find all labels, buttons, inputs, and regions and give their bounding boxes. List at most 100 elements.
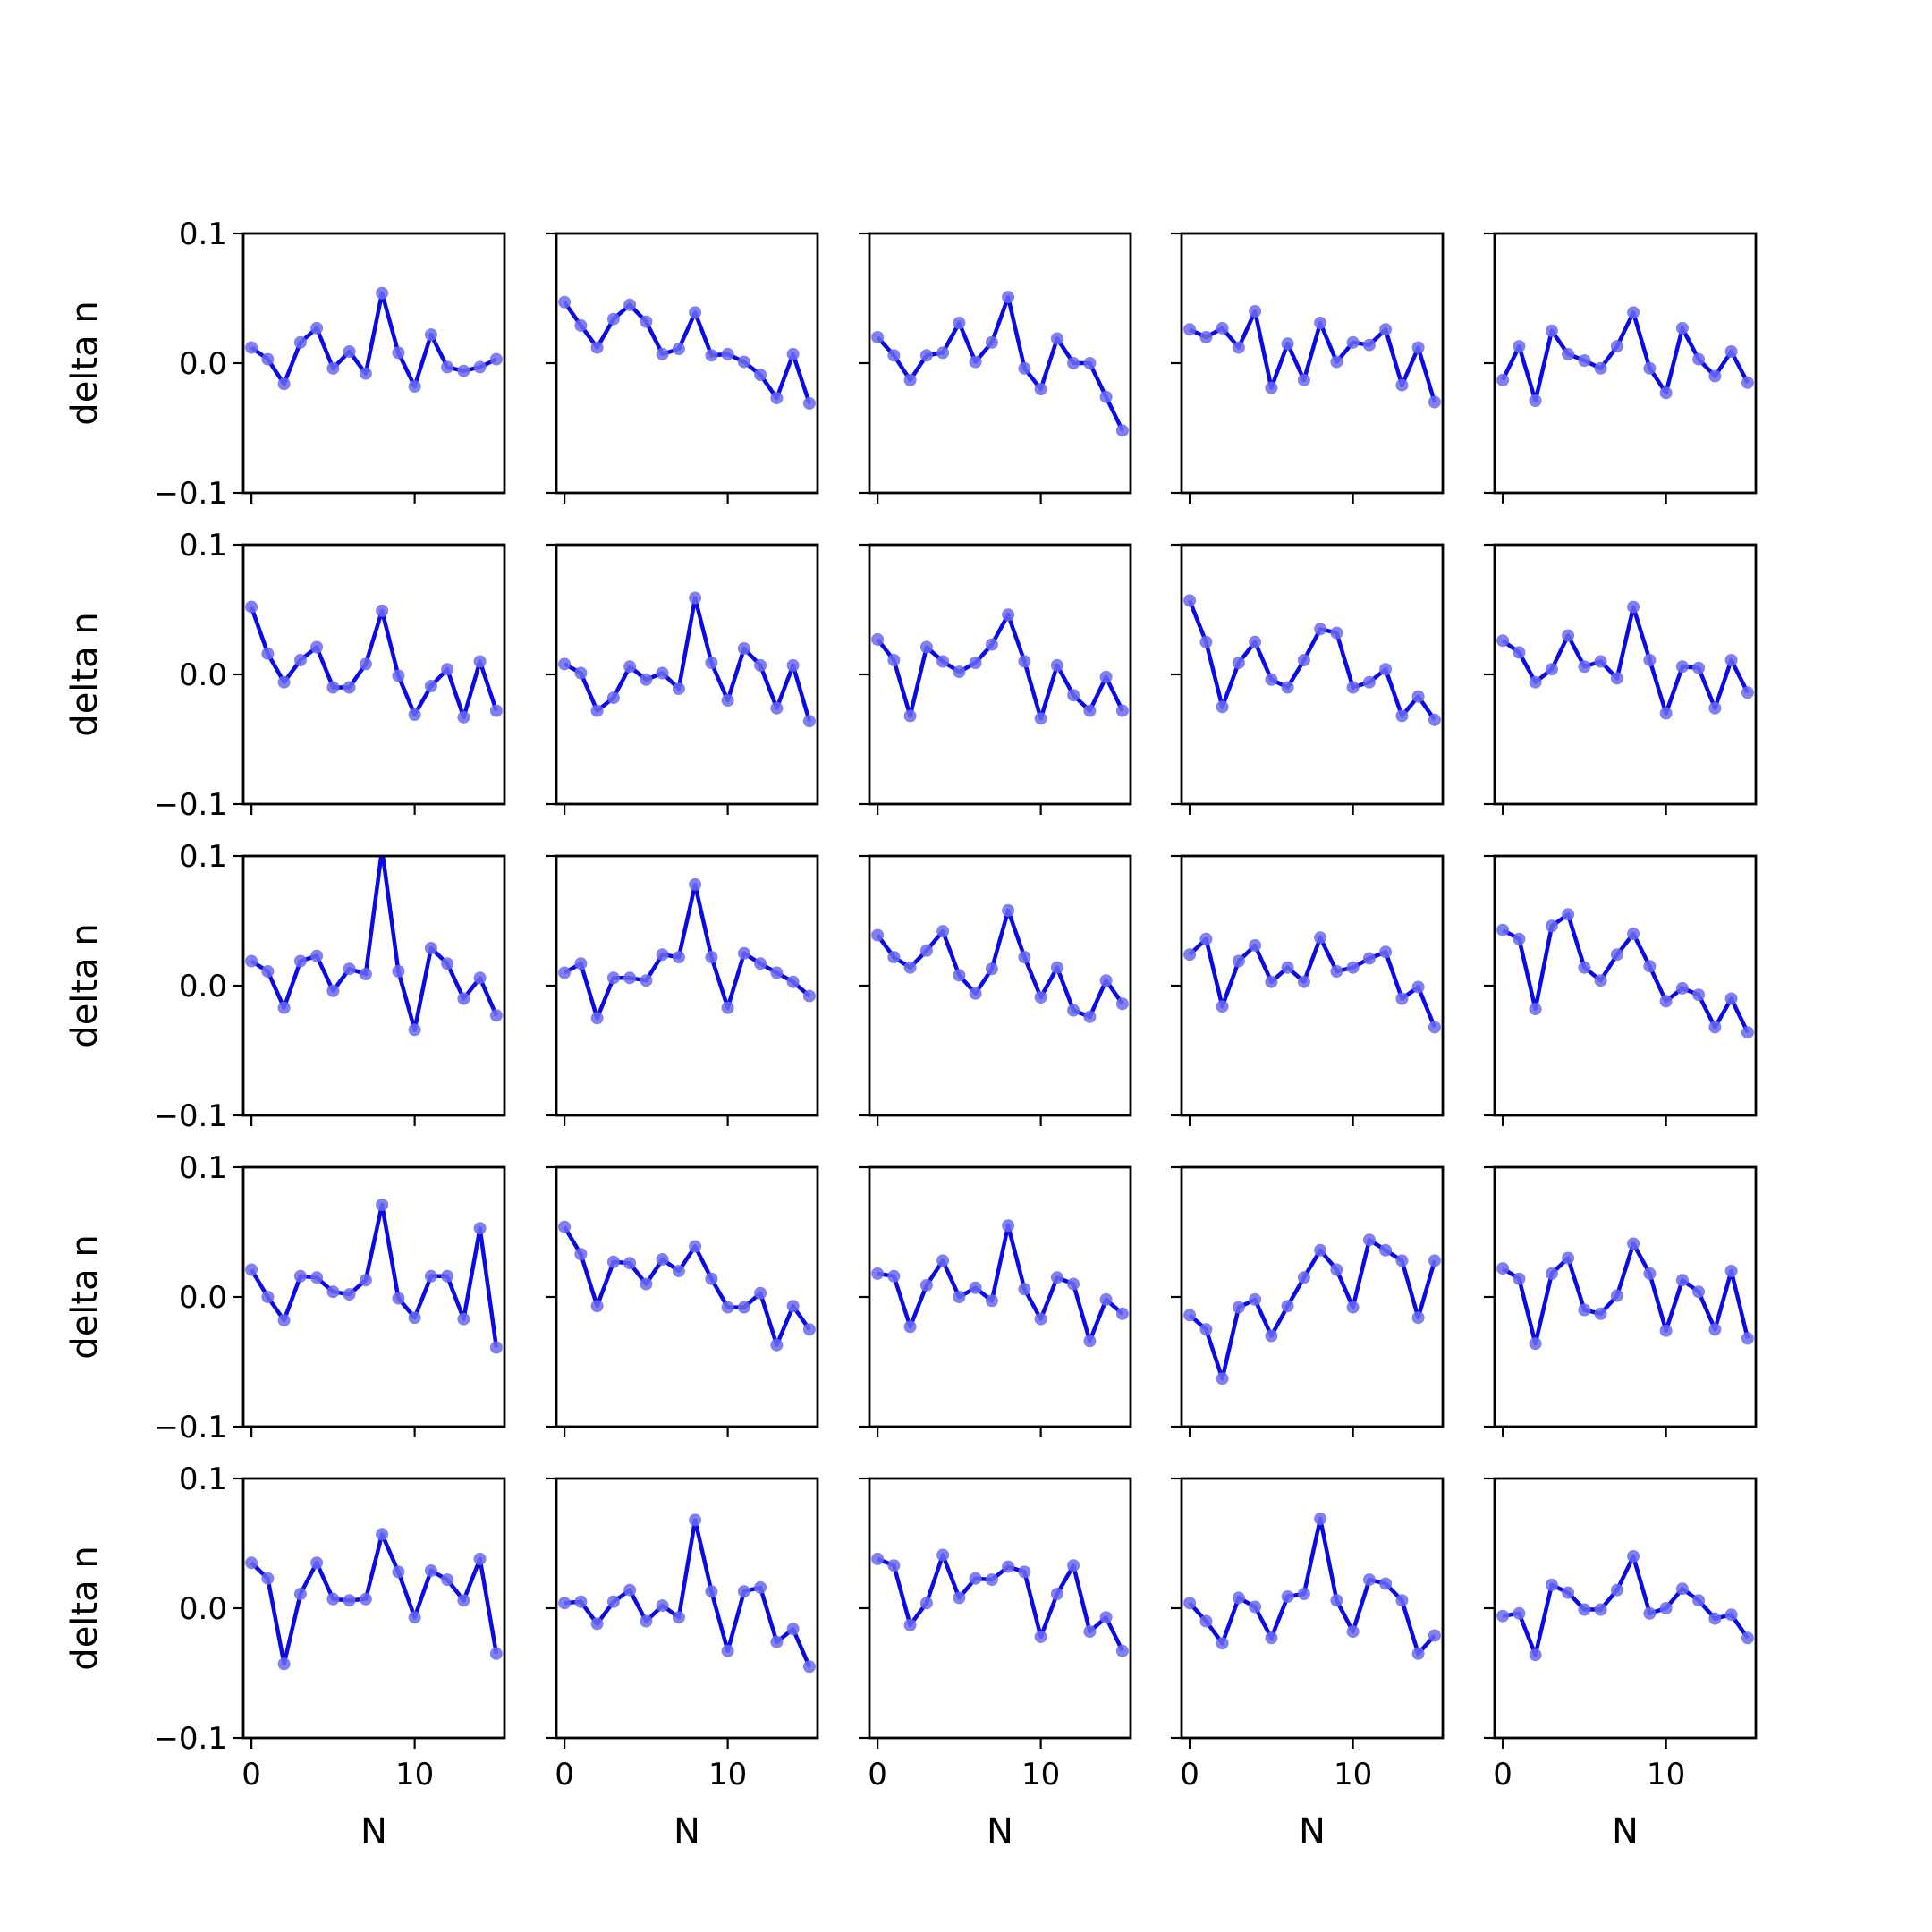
data-point bbox=[1610, 1289, 1623, 1302]
data-point bbox=[1643, 1606, 1657, 1620]
subplot-5-1: −0.1 0.0 0.1 0 10 delta n N bbox=[64, 1462, 506, 1852]
data-point bbox=[1692, 661, 1706, 674]
series-group bbox=[1183, 1513, 1441, 1660]
series-line bbox=[1188, 1516, 1436, 1657]
data-point bbox=[786, 658, 800, 672]
data-point bbox=[1627, 1550, 1640, 1563]
data-point bbox=[1002, 903, 1015, 917]
data-point bbox=[441, 1573, 454, 1587]
subplot-3-2 bbox=[546, 854, 819, 1126]
data-point bbox=[1330, 965, 1343, 978]
data-point bbox=[754, 1286, 767, 1300]
y-tick-label: 0.1 bbox=[179, 1150, 227, 1186]
data-point bbox=[689, 877, 702, 891]
x-tick-label: 10 bbox=[1334, 1757, 1372, 1792]
subplot-4-2 bbox=[546, 1165, 819, 1437]
data-point bbox=[574, 318, 588, 332]
data-point bbox=[1428, 1629, 1441, 1642]
data-point bbox=[1578, 1603, 1591, 1616]
data-point bbox=[1411, 1647, 1425, 1660]
axes-frame bbox=[242, 854, 506, 1117]
series-group bbox=[1496, 908, 1754, 1039]
data-point bbox=[310, 1556, 324, 1570]
x-axis-label: N bbox=[987, 1811, 1013, 1852]
data-point bbox=[1183, 323, 1197, 336]
data-point bbox=[1115, 424, 1129, 437]
data-point bbox=[277, 377, 291, 391]
data-point bbox=[1395, 1254, 1409, 1267]
series-line bbox=[250, 1532, 499, 1666]
data-point bbox=[623, 660, 637, 674]
data-point bbox=[737, 1585, 750, 1598]
data-point bbox=[1115, 704, 1129, 717]
data-point bbox=[903, 1618, 917, 1631]
x-tick-label: 10 bbox=[708, 1757, 747, 1792]
data-point bbox=[672, 1611, 685, 1624]
series-line bbox=[877, 1553, 1124, 1652]
data-point bbox=[1741, 1026, 1754, 1039]
data-point bbox=[376, 843, 388, 856]
data-point bbox=[1496, 1262, 1510, 1275]
data-point bbox=[408, 1311, 421, 1325]
data-point bbox=[786, 1623, 800, 1636]
data-point bbox=[903, 1320, 917, 1334]
data-point bbox=[441, 1269, 454, 1283]
subplot-2-3 bbox=[859, 543, 1132, 815]
data-point bbox=[1346, 335, 1360, 349]
data-point bbox=[376, 1199, 389, 1211]
data-point bbox=[953, 317, 966, 329]
data-point bbox=[457, 992, 470, 1005]
series-line bbox=[1501, 605, 1750, 716]
data-point bbox=[1594, 361, 1607, 375]
data-point bbox=[1265, 381, 1278, 394]
data-point bbox=[1379, 323, 1393, 336]
data-point bbox=[408, 1611, 421, 1624]
data-point bbox=[1083, 357, 1097, 369]
data-point bbox=[1346, 1301, 1360, 1314]
axes-frame bbox=[1180, 543, 1445, 806]
data-point bbox=[802, 1323, 816, 1336]
x-tick-label: 10 bbox=[1647, 1757, 1685, 1792]
data-point bbox=[737, 946, 750, 960]
data-point bbox=[1362, 675, 1376, 689]
data-point bbox=[656, 1253, 669, 1266]
data-point bbox=[1249, 1600, 1262, 1614]
data-point bbox=[1513, 932, 1526, 945]
series-line bbox=[1502, 1554, 1750, 1657]
data-point bbox=[326, 1592, 340, 1606]
data-point bbox=[1067, 1559, 1080, 1572]
subplot-4-1: −0.1 0.0 0.1 delta n bbox=[64, 1150, 506, 1445]
data-point bbox=[1314, 1243, 1327, 1257]
x-tick-label: 10 bbox=[1021, 1757, 1060, 1792]
series-line bbox=[1188, 936, 1436, 1029]
data-point bbox=[441, 663, 454, 676]
data-point bbox=[1083, 704, 1097, 717]
axes-frame bbox=[242, 543, 506, 806]
x-axis-label: N bbox=[674, 1811, 700, 1852]
data-point bbox=[1741, 376, 1754, 389]
y-tick-label: 0.0 bbox=[179, 657, 227, 693]
data-point bbox=[1216, 700, 1229, 714]
axes-frame bbox=[1180, 232, 1445, 495]
series-group bbox=[1496, 1237, 1754, 1351]
series-group bbox=[1183, 305, 1441, 409]
data-point bbox=[359, 367, 372, 380]
data-point bbox=[721, 347, 734, 360]
data-point bbox=[326, 1285, 340, 1299]
data-point bbox=[1610, 1583, 1623, 1597]
series-line bbox=[564, 1518, 811, 1668]
y-tick-label: −0.1 bbox=[153, 1721, 227, 1757]
data-point bbox=[689, 306, 702, 319]
data-point bbox=[705, 657, 718, 669]
data-point bbox=[359, 1592, 372, 1606]
data-point bbox=[1050, 1588, 1063, 1600]
data-point bbox=[1643, 654, 1657, 666]
data-point bbox=[1067, 357, 1080, 369]
subplot-2-5 bbox=[1484, 543, 1758, 815]
series-group bbox=[871, 291, 1129, 437]
series-line bbox=[563, 301, 812, 404]
subplot-2-2 bbox=[546, 543, 819, 815]
y-tick-label: 0.1 bbox=[179, 839, 227, 875]
series-group bbox=[558, 295, 816, 410]
data-point bbox=[1002, 1219, 1015, 1233]
